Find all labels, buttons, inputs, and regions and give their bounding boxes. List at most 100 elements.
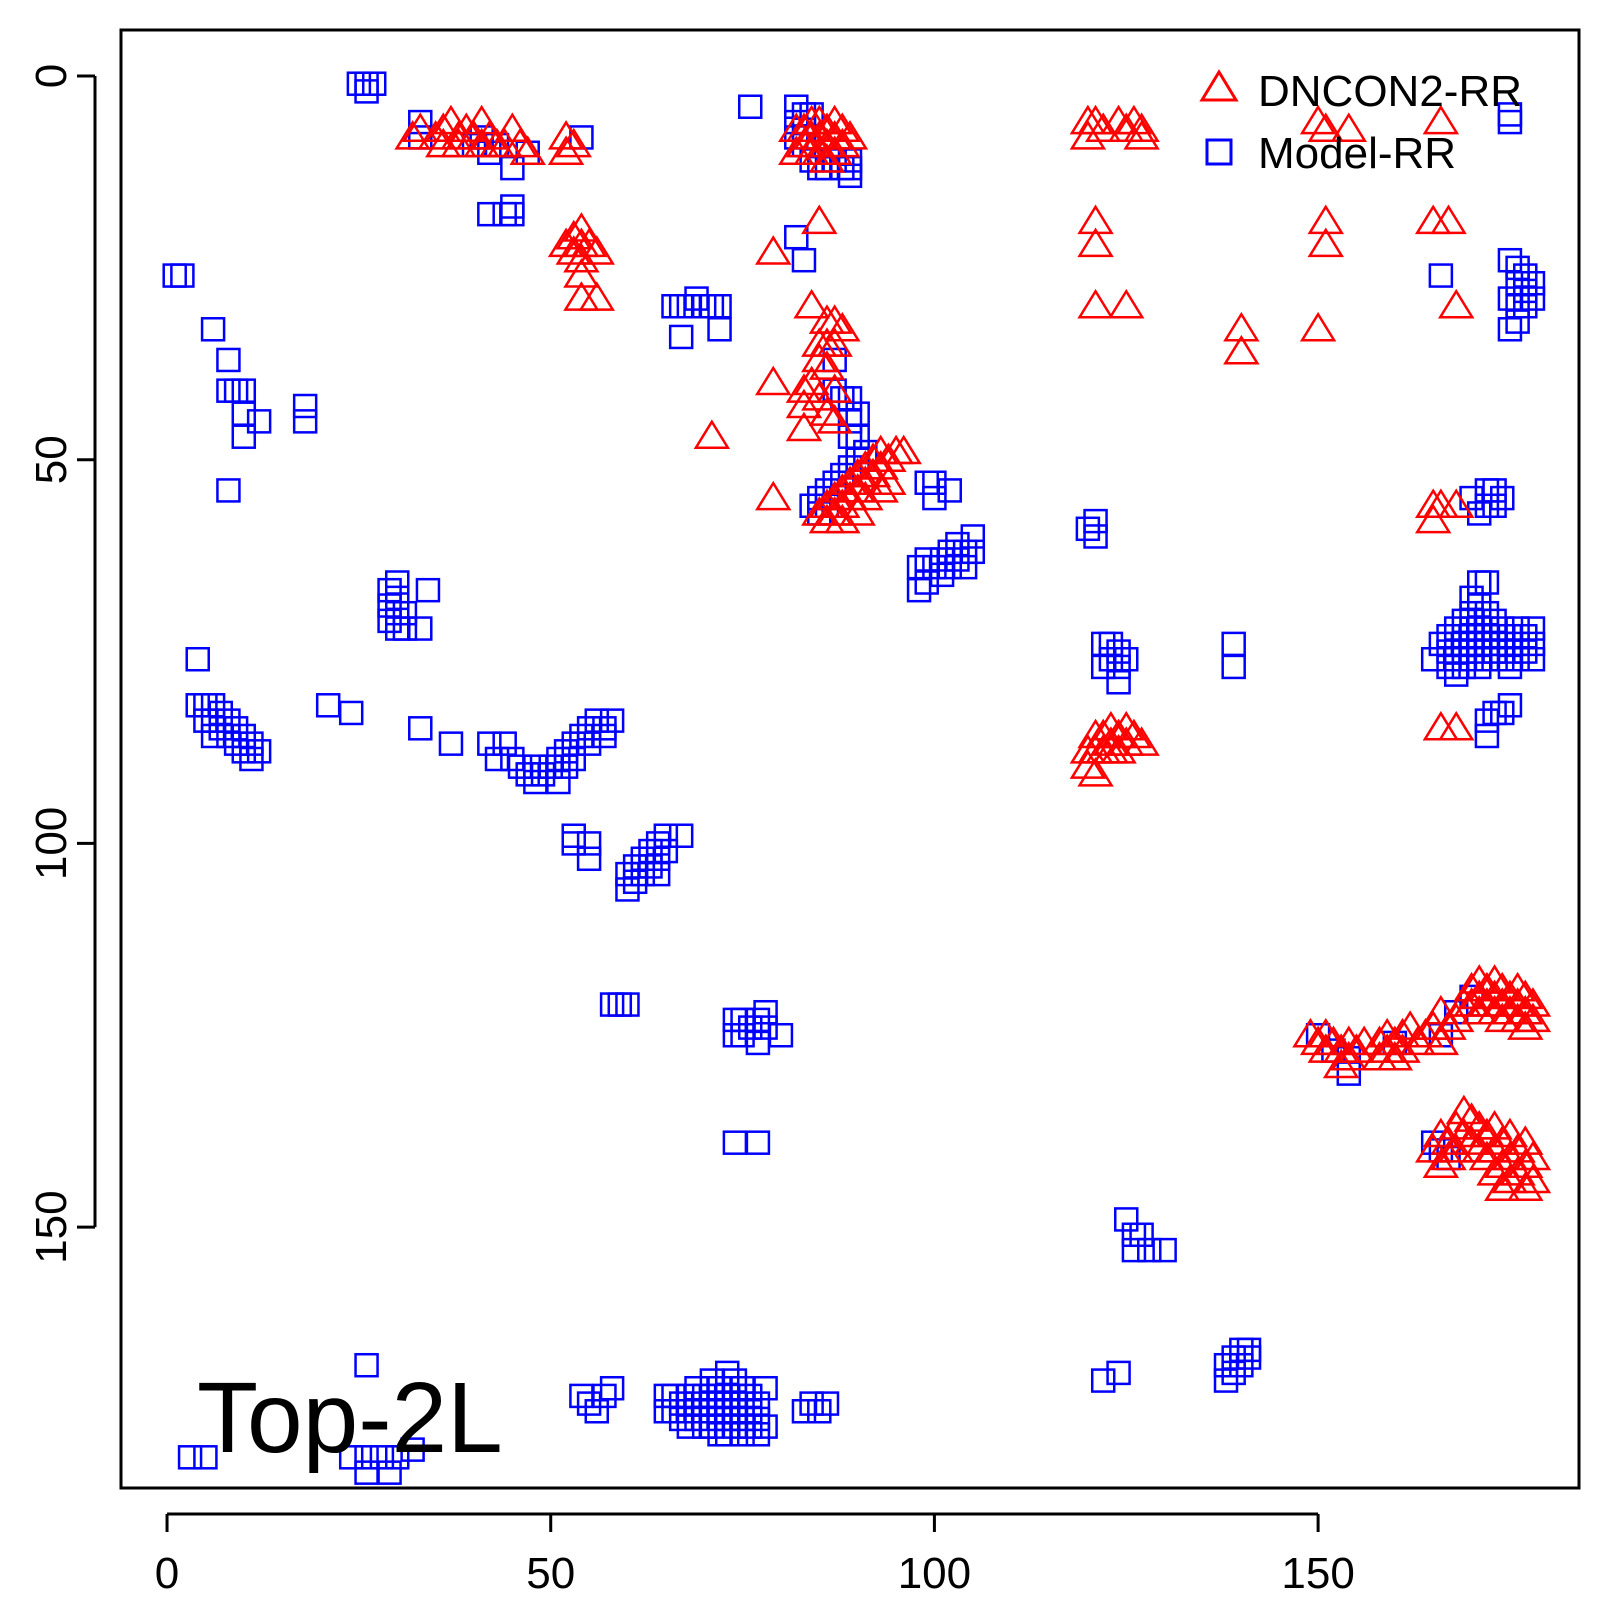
model-rr-point: [714, 1391, 740, 1416]
model-rr-point: [1466, 593, 1492, 618]
model-rr-point: [200, 708, 226, 733]
dncon2-rr-point: [1384, 1017, 1421, 1048]
model-rr-point: [576, 1391, 602, 1416]
model-rr-point: [216, 723, 241, 749]
model-rr-point: [1497, 247, 1523, 273]
dncon2-rr-point: [417, 120, 454, 150]
model-rr-point: [200, 317, 226, 342]
dncon2-rr-point: [1307, 1017, 1345, 1048]
model-rr-point: [1474, 570, 1500, 595]
model-rr-point: [653, 1399, 679, 1424]
model-rr-point: [1466, 654, 1492, 680]
dncon2-rr-point: [578, 281, 616, 311]
dncon2-rr-point: [425, 112, 462, 143]
panel-label: Top-2L: [197, 1362, 503, 1474]
model-rr-point: [246, 739, 272, 764]
model-rr-point: [668, 294, 694, 319]
dncon2-rr-point: [1307, 227, 1345, 258]
model-rr-point: [1513, 639, 1538, 664]
dncon2-rr-point: [808, 396, 846, 426]
model-rr-point: [523, 754, 548, 779]
model-rr-point: [193, 1445, 218, 1470]
model-rr-point: [216, 378, 241, 403]
dncon2-rr-point: [816, 373, 853, 403]
dncon2-rr-point: [1514, 1163, 1552, 1194]
dncon2-rr-point: [816, 496, 853, 526]
model-rr-point: [1106, 654, 1131, 680]
model-rr-point: [653, 1383, 679, 1409]
model-rr-point: [684, 1406, 709, 1432]
model-rr-point: [592, 723, 617, 749]
x-tick-label: 0: [155, 1549, 179, 1598]
dncon2-rr-point: [555, 235, 592, 265]
model-rr-point: [1459, 600, 1484, 626]
model-rr-point: [1482, 623, 1507, 649]
model-rr-point: [1505, 646, 1530, 672]
dncon2-rr-point: [824, 311, 861, 342]
model-rr-point: [315, 693, 341, 718]
dncon2-rr-point: [801, 342, 838, 373]
dncon2-rr-point: [847, 465, 884, 495]
model-rr-point: [354, 79, 379, 104]
model-rr-point: [377, 1460, 402, 1485]
model-rr-point: [737, 94, 763, 119]
model-rr-point: [200, 693, 226, 718]
model-rr-point: [408, 716, 433, 741]
model-rr-point: [193, 693, 218, 718]
model-rr-point: [1505, 270, 1530, 296]
dncon2-rr-point: [1384, 1033, 1421, 1063]
model-rr-point: [1459, 631, 1484, 657]
model-rr-point: [1466, 623, 1492, 649]
model-rr-point: [338, 1445, 364, 1470]
model-rr-point: [185, 646, 210, 672]
model-rr-point: [185, 693, 210, 718]
model-rr-point: [216, 347, 241, 373]
model-rr-point: [1436, 639, 1461, 664]
dncon2-rr-point: [755, 365, 792, 396]
model-rr-point: [714, 1375, 740, 1401]
model-rr-point: [737, 1414, 763, 1439]
model-rr-point: [730, 1406, 755, 1432]
model-rr-point: [607, 992, 633, 1017]
model-rr-point: [385, 600, 410, 626]
dncon2-rr-point: [555, 127, 592, 158]
model-rr-point: [500, 201, 525, 227]
model-rr-point: [546, 746, 571, 772]
dncon2-rr-point: [448, 112, 485, 143]
model-rr-point: [1497, 317, 1523, 342]
model-rr-point: [937, 478, 963, 503]
model-rr-point: [1090, 631, 1116, 657]
model-rr-point: [1121, 1237, 1147, 1263]
model-rr-point: [630, 861, 656, 887]
dncon2-rr-point: [1437, 288, 1475, 319]
model-rr-point: [1513, 278, 1538, 304]
dncon2-rr-point: [1077, 756, 1114, 787]
model-rr-point: [722, 1383, 748, 1409]
model-rr-point: [691, 1414, 717, 1439]
model-rr-point: [699, 294, 725, 319]
model-rr-point: [292, 409, 318, 434]
model-rr-point: [745, 1406, 771, 1432]
model-rr-point: [684, 1375, 709, 1401]
dncon2-rr-point: [816, 104, 853, 135]
model-rr-point: [1436, 623, 1461, 649]
dncon2-rr-point: [785, 411, 823, 442]
plot-frame: [119, 28, 1581, 1490]
model-rr-point: [707, 317, 732, 342]
model-rr-point: [561, 823, 586, 848]
model-rr-point: [162, 263, 187, 288]
model-rr-point: [615, 861, 640, 887]
dncon2-rr-point: [870, 465, 907, 495]
model-rr-point: [714, 1422, 740, 1447]
model-rr-point: [1451, 639, 1477, 664]
model-rr-point: [553, 739, 579, 764]
dncon2-rr-point: [808, 143, 846, 173]
dncon2-rr-point: [1430, 1010, 1467, 1040]
dncon2-rr-point: [1223, 334, 1260, 365]
model-rr-point: [722, 1023, 748, 1048]
model-rr-point: [231, 401, 257, 426]
model-rr-point: [553, 754, 579, 779]
model-rr-point: [1497, 286, 1523, 311]
dncon2-rr-point: [547, 135, 585, 166]
